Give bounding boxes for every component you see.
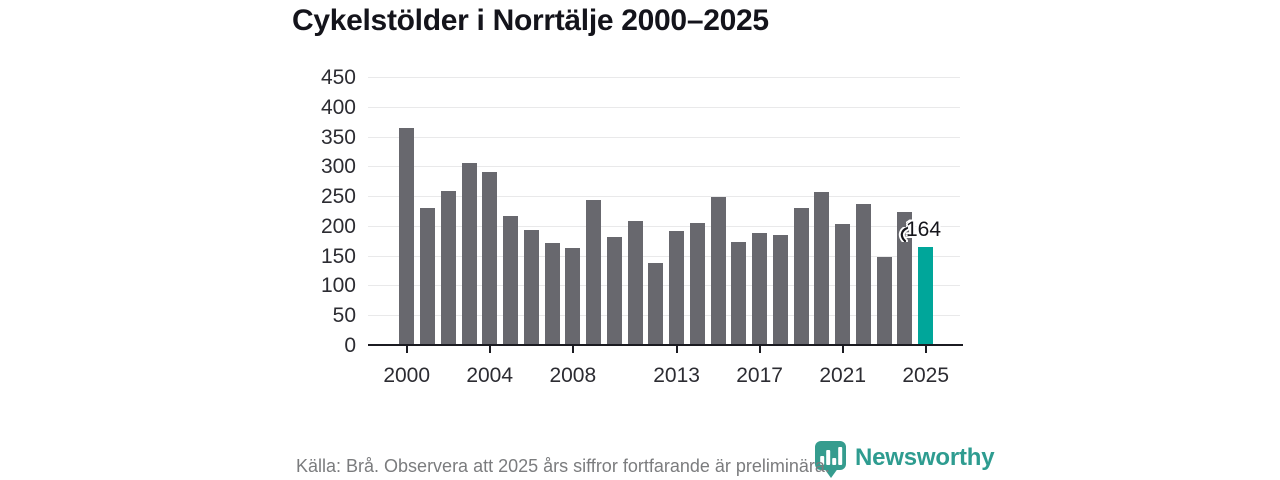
bar-2005	[503, 216, 518, 345]
x-tick-label-2025: 2025	[902, 364, 950, 387]
gridline-y-400	[368, 106, 960, 108]
gridline-y-100	[368, 285, 960, 287]
x-tick-label-2017: 2017	[736, 364, 783, 387]
y-tick-label-300: 300	[320, 155, 356, 179]
y-tick-label-150: 150	[320, 244, 356, 268]
y-tick-label-100: 100	[320, 274, 356, 298]
x-tick-2008	[571, 346, 574, 353]
value-label-2025: 164	[906, 218, 942, 241]
bar-2021	[835, 223, 851, 345]
bar-2016	[731, 242, 747, 345]
newsworthy-shield-bar-chart-icon	[815, 441, 846, 478]
x-tick-2004	[488, 346, 491, 353]
y-tick-label-350: 350	[320, 125, 356, 149]
bar-2017	[752, 233, 768, 345]
bar-2000	[399, 127, 415, 345]
newsworthy-logo: Newsworthy	[814, 440, 995, 479]
x-tick-2000	[405, 346, 408, 353]
source-note: Källa: Brå. Observera att 2025 års siffr…	[296, 456, 830, 476]
x-tick-label-2004: 2004	[466, 364, 514, 387]
bar-2003	[461, 163, 477, 345]
bar-2015	[710, 196, 726, 345]
bar-2023	[876, 256, 892, 345]
y-tick-label-50: 50	[332, 304, 356, 328]
y-tick-label-400: 400	[320, 95, 356, 119]
x-tick-2013	[675, 346, 678, 353]
chart-title: Cykelstölder i Norrtälje 2000–2025	[292, 4, 769, 37]
bar-2007	[544, 242, 560, 345]
y-tick-label-450: 450	[320, 66, 356, 89]
x-tick-label-2021: 2021	[819, 364, 867, 387]
gridline-y-200	[368, 225, 960, 227]
bar-2004	[482, 172, 498, 345]
gridline-y-300	[368, 166, 960, 168]
bar-2002	[440, 190, 456, 345]
gridline-y-350	[368, 136, 960, 138]
bar-2013	[669, 230, 685, 345]
bar-2014	[689, 222, 705, 345]
bar-2022	[855, 204, 871, 345]
gridline-y-250	[368, 196, 960, 198]
bar-2024	[897, 212, 913, 345]
x-tick-2025	[924, 346, 927, 353]
bar-2018	[772, 235, 788, 345]
bar-2006	[523, 230, 539, 345]
bar-2009	[586, 200, 601, 345]
gridline-y-450	[368, 77, 960, 78]
gridline-y-150	[368, 255, 960, 257]
x-tick-label-2008: 2008	[549, 364, 597, 387]
value-label-leader-icon	[898, 227, 910, 242]
bar-2019	[793, 208, 809, 345]
x-tick-2017	[758, 346, 761, 353]
gridline-y-50	[368, 315, 960, 317]
bar-2025	[918, 247, 934, 345]
bar-2020	[814, 191, 830, 345]
bar-2001	[420, 208, 435, 345]
x-tick-label-2013: 2013	[653, 364, 700, 387]
bar-2012	[648, 263, 664, 345]
x-tick-label-2000: 2000	[383, 364, 431, 387]
bar-2011	[627, 220, 643, 345]
y-tick-label-0: 0	[344, 334, 356, 357]
x-axis-line	[368, 343, 963, 346]
bar-2008	[565, 247, 581, 345]
bar-2010	[606, 237, 622, 345]
y-tick-label-200: 200	[320, 214, 356, 238]
x-tick-2021	[841, 346, 844, 353]
y-tick-label-250: 250	[320, 185, 356, 209]
newsworthy-wordmark: Newsworthy	[855, 444, 995, 471]
